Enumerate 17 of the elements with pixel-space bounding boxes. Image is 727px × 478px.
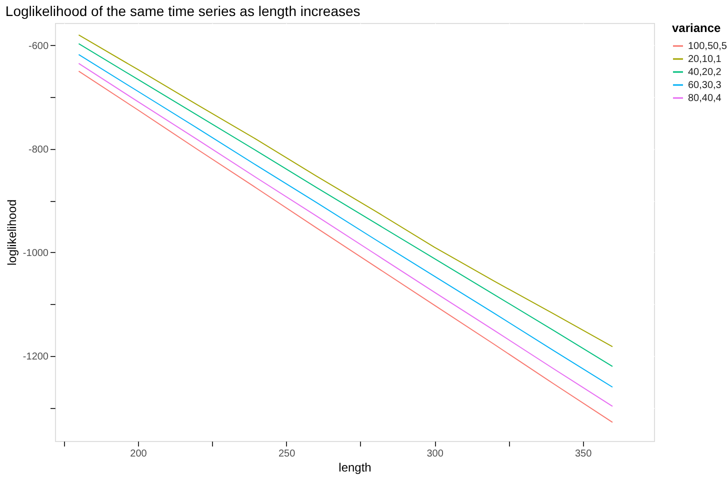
x-tick-label: 250 xyxy=(278,448,296,460)
y-tick-label: -800 xyxy=(28,144,49,156)
y-tick-label: -1000 xyxy=(22,248,49,259)
chart-title: Loglikelihood of the same time series as length increases xyxy=(5,3,360,19)
legend-title: variance xyxy=(672,21,722,35)
x-axis-title: length xyxy=(338,460,372,474)
y-tick-label: -600 xyxy=(28,40,49,52)
legend-label: 60,30,3 xyxy=(688,80,722,91)
legend-label: 20,10,1 xyxy=(688,54,722,65)
y-tick-label: -1200 xyxy=(22,352,49,363)
legend-label: 40,20,2 xyxy=(688,67,722,78)
x-tick-label: 200 xyxy=(130,448,148,460)
x-tick-label: 350 xyxy=(574,448,592,460)
legend-label: 80,40,4 xyxy=(688,93,722,104)
legend-label: 100,50,5 xyxy=(688,41,727,52)
x-tick-label: 300 xyxy=(426,448,444,460)
y-axis-title: loglikelihood xyxy=(4,199,19,266)
